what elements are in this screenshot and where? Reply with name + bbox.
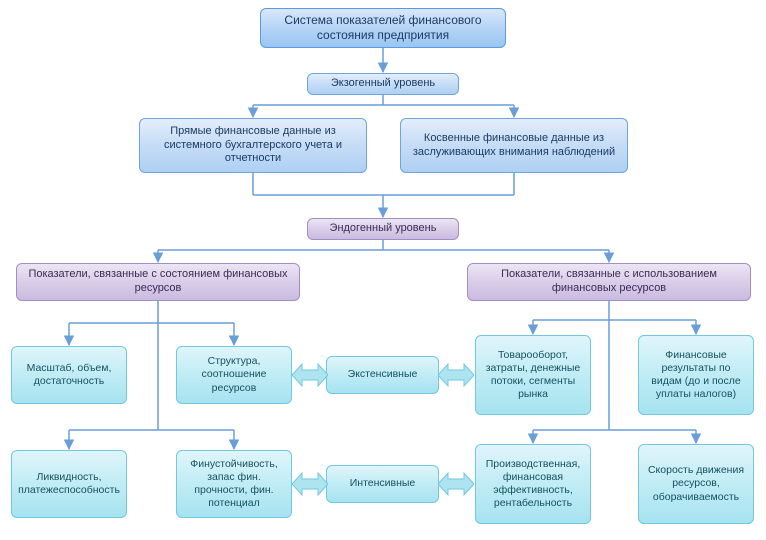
node-stability: Финустойчивость, запас фин. прочности, ф… — [176, 450, 292, 518]
node-production-efficiency: Производственная, финансовая эффективнос… — [475, 444, 591, 524]
double-arrow-icon — [292, 360, 328, 390]
node-label: Показатели, связанные с использованием ф… — [474, 268, 744, 296]
node-direct-data: Прямые финансовые данные из системного б… — [139, 118, 367, 173]
node-root: Система показателей финансового состояни… — [260, 8, 506, 48]
node-turnover: Товарооборот, затраты, денежные потоки, … — [475, 335, 591, 415]
node-label: Экзогенный уровень — [331, 77, 435, 91]
node-label: Масштаб, объем, достаточность — [18, 362, 120, 388]
node-speed: Скорость движения ресурсов, оборачиваемо… — [638, 444, 754, 524]
node-label: Косвенные финансовые данные из заслужива… — [407, 132, 621, 160]
node-label: Экстенсивные — [348, 368, 418, 381]
node-label: Товарооборот, затраты, денежные потоки, … — [482, 349, 584, 402]
node-scale: Масштаб, объем, достаточность — [11, 346, 127, 404]
node-label: Финансовые результаты по видам (до и пос… — [645, 349, 747, 402]
node-label: Интенсивные — [350, 477, 416, 490]
node-label: Производственная, финансовая эффективнос… — [482, 458, 584, 511]
node-endogenous-level: Эндогенный уровень — [307, 218, 459, 240]
node-state-indicators: Показатели, связанные с состоянием финан… — [16, 263, 300, 301]
node-label: Эндогенный уровень — [330, 222, 437, 236]
node-label: Финустойчивость, запас фин. прочности, ф… — [183, 458, 285, 511]
node-extensive: Экстенсивные — [326, 356, 439, 394]
double-arrow-icon — [438, 360, 474, 390]
node-exogenous-level: Экзогенный уровень — [307, 73, 459, 95]
node-indirect-data: Косвенные финансовые данные из заслужива… — [400, 118, 628, 173]
node-label: Структура, соотношение ресурсов — [183, 355, 285, 394]
node-intensive: Интенсивные — [326, 465, 439, 503]
node-structure: Структура, соотношение ресурсов — [176, 346, 292, 404]
double-arrow-icon — [438, 469, 474, 499]
node-label: Показатели, связанные с состоянием финан… — [23, 268, 293, 296]
double-arrow-icon — [292, 469, 328, 499]
node-label: Скорость движения ресурсов, оборачиваемо… — [645, 464, 747, 503]
node-label: Система показателей финансового состояни… — [267, 13, 499, 43]
node-liquidity: Ликвидность, платежеспособность — [11, 450, 127, 518]
node-financial-results: Финансовые результаты по видам (до и пос… — [638, 335, 754, 415]
node-use-indicators: Показатели, связанные с использованием ф… — [467, 263, 751, 301]
node-label: Ликвидность, платежеспособность — [18, 471, 120, 497]
node-label: Прямые финансовые данные из системного б… — [146, 125, 360, 166]
